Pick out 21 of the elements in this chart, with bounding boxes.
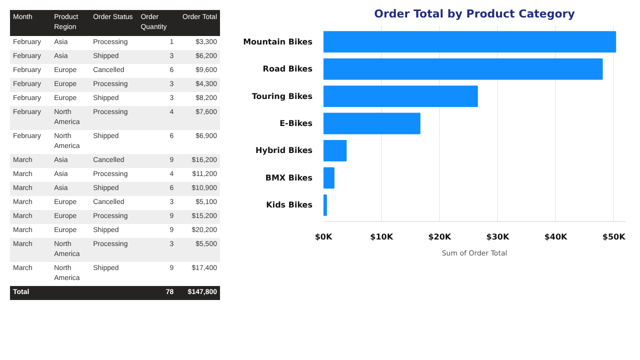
bar	[324, 31, 616, 53]
bar	[324, 86, 478, 107]
x-tick-label: $10K	[370, 232, 394, 242]
x-tick-label: $40K	[544, 232, 568, 242]
x-tick-label: $0K	[314, 232, 333, 242]
y-tick-label: Road Bikes	[262, 64, 313, 74]
chart-title: Order Total by Product Category	[374, 8, 575, 20]
x-tick-label: $30K	[486, 232, 510, 242]
bar	[324, 112, 420, 134]
y-tick-label: BMX Bikes	[265, 173, 313, 182]
x-tick-label: $20K	[428, 232, 452, 242]
bar	[324, 58, 603, 80]
y-tick-label: Touring Bikes	[252, 92, 313, 101]
x-tick-label: $50K	[602, 232, 626, 242]
bar	[324, 167, 334, 189]
y-tick-label: Mountain Bikes	[243, 37, 313, 46]
bar	[324, 194, 327, 216]
y-tick-label: Kids Bikes	[266, 200, 313, 210]
bar	[324, 140, 347, 162]
y-tick-label: E-Bikes	[280, 119, 313, 128]
y-tick-label: Hybrid Bikes	[256, 146, 313, 156]
